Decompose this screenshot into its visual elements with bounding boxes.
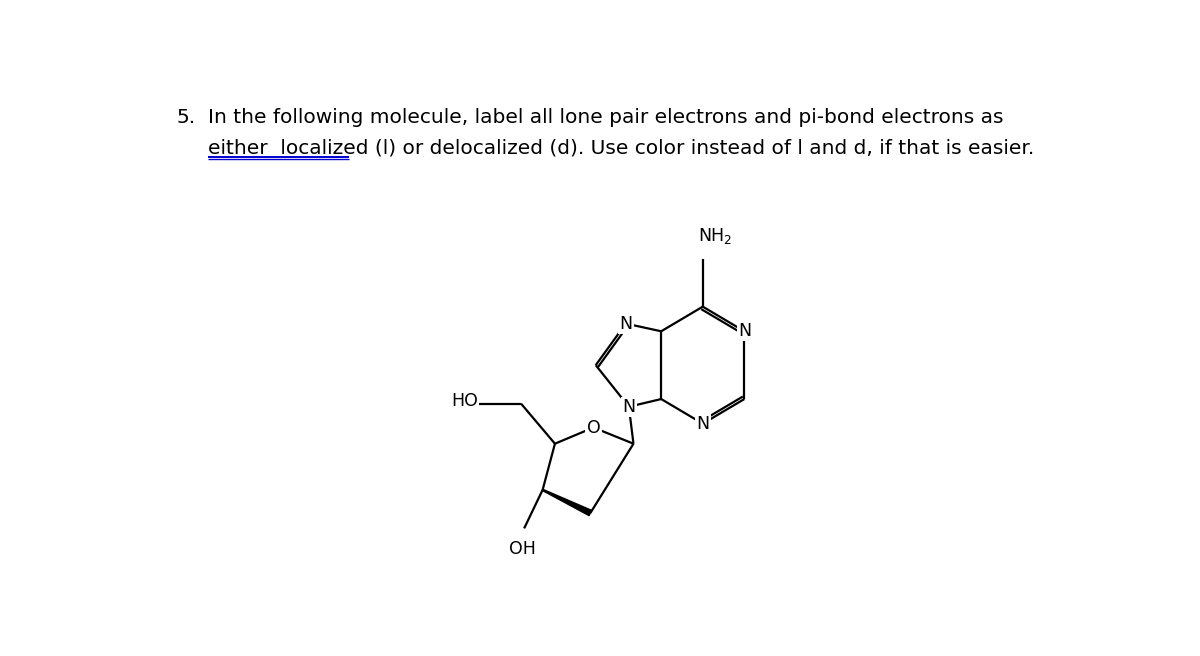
Text: N: N (623, 398, 636, 416)
Text: OH: OH (509, 540, 536, 558)
Text: NH$_2$: NH$_2$ (698, 226, 732, 246)
Text: either  localized (l) or delocalized (d). Use color instead of l and d, if that : either localized (l) or delocalized (d).… (209, 139, 1034, 158)
Text: N: N (696, 415, 709, 433)
Text: HO: HO (451, 392, 478, 409)
Polygon shape (542, 489, 592, 516)
Text: N: N (738, 322, 751, 340)
Text: O: O (587, 419, 600, 436)
Text: 5.: 5. (176, 108, 196, 127)
Text: In the following molecule, label all lone pair electrons and pi-bond electrons a: In the following molecule, label all lon… (209, 108, 1004, 127)
Text: N: N (619, 315, 632, 333)
